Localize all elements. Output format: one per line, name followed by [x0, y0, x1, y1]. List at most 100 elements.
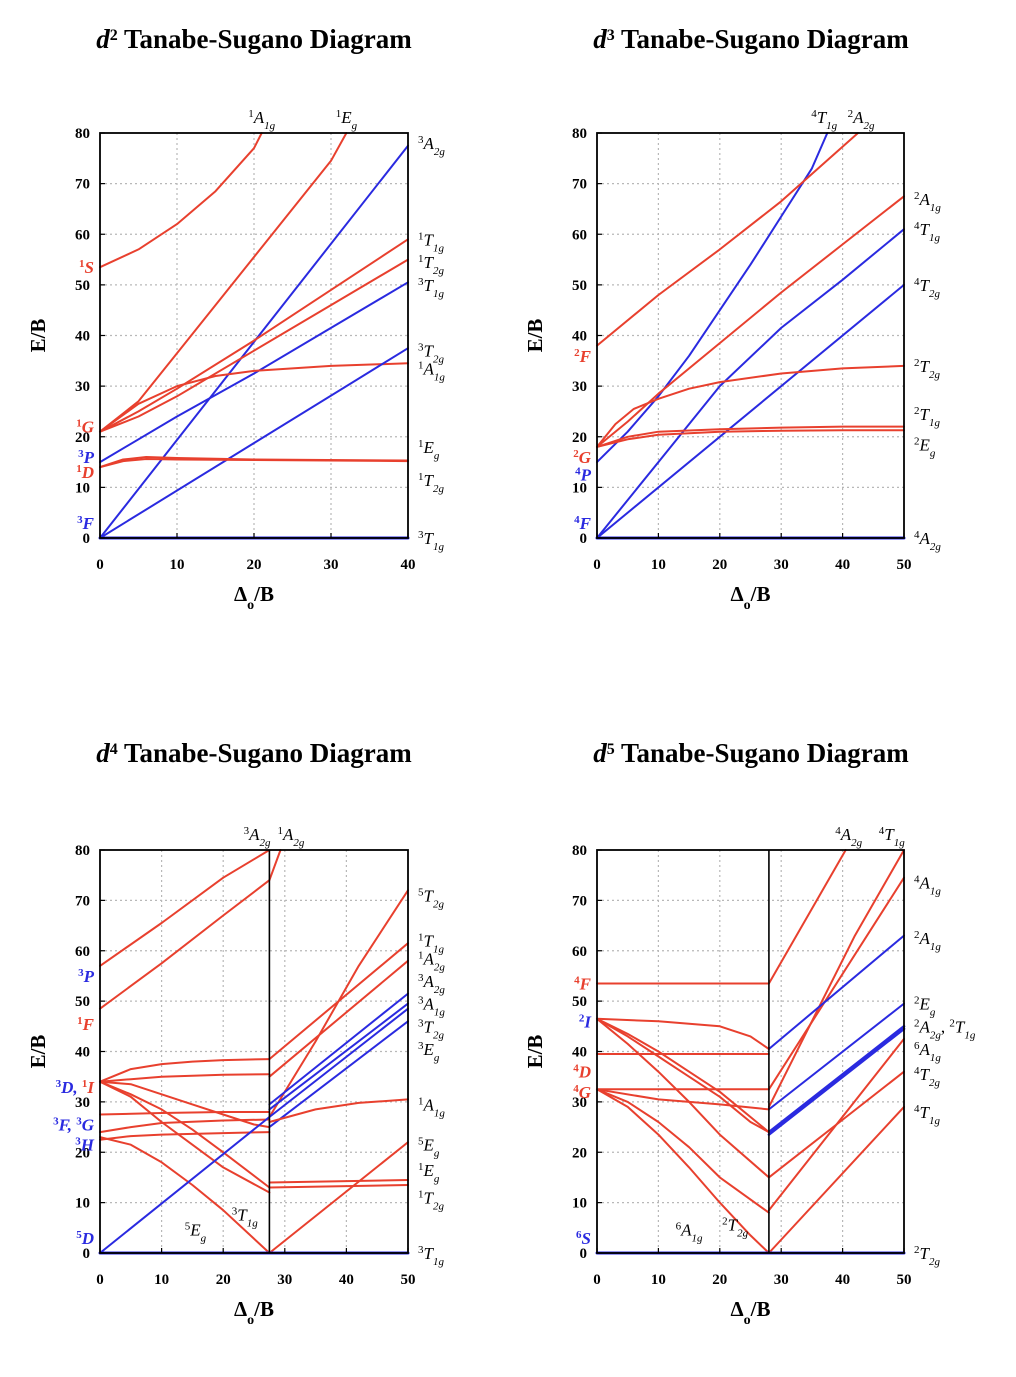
top-state-term-label: 4T1g	[879, 825, 905, 849]
y-axis-label: E/B	[523, 1035, 547, 1069]
state-term-label: 2T2g	[914, 357, 940, 381]
chart-d3: d3 Tanabe-Sugano Diagram 0 10 20 30 40 50 0 10 20…	[523, 24, 941, 613]
free-ion-term-label: 6S	[576, 1229, 591, 1248]
free-ion-term-label: 3F	[77, 514, 95, 533]
series-1T2g	[99, 258, 409, 433]
series-2A2g	[596, 132, 859, 347]
free-ion-term-label: 2G	[573, 448, 592, 467]
series-1A2g	[268, 959, 409, 1078]
y-tick-label: 10	[75, 1196, 90, 1212]
series-5Eg	[268, 1141, 409, 1254]
y-tick-label: 80	[75, 843, 90, 859]
state-term-label: 2Eg	[914, 435, 936, 459]
free-ion-term-label: 3F, 3G	[53, 1116, 95, 1135]
free-ion-term-label: 3D, 1I	[56, 1078, 96, 1097]
free-ion-term-label: 3P	[78, 448, 95, 467]
state-term-label: 4A2g	[914, 529, 941, 553]
y-tick-label: 70	[75, 177, 90, 193]
x-axis-label: Δo/B	[234, 1297, 274, 1328]
series-lhs9	[99, 1080, 271, 1194]
series-4T1g(top)	[767, 849, 905, 1108]
series-4A1g	[767, 876, 905, 1091]
x-tick-label: 0	[593, 557, 601, 573]
x-tick-label: 20	[247, 557, 262, 573]
y-tick-label: 60	[75, 944, 90, 960]
ground-state-term-label: 5Eg	[185, 1220, 207, 1244]
y-tick-label: 30	[572, 379, 587, 395]
y-tick-label: 0	[580, 1246, 588, 1262]
y-tick-label: 70	[572, 893, 587, 909]
series-3T1g	[99, 281, 409, 464]
top-state-term-label: 3A2g	[244, 825, 271, 849]
series-3T1g(diag)	[99, 1116, 271, 1254]
series-3T2g	[99, 347, 409, 539]
x-tick-label: 20	[712, 1272, 727, 1288]
series-1A1g	[268, 1098, 409, 1123]
y-tick-label: 50	[572, 994, 587, 1010]
series-3A1g	[268, 1002, 409, 1111]
top-state-term-label: 4T1g	[811, 108, 837, 132]
x-tick-label: 40	[339, 1272, 354, 1288]
x-tick-label: 10	[170, 557, 185, 573]
series-1A2g(top)	[99, 849, 282, 1010]
state-term-label: 4T2g	[914, 1065, 940, 1089]
series-4Eg	[767, 1105, 905, 1254]
x-tick-label: 10	[651, 1272, 666, 1288]
y-tick-label: 20	[75, 430, 90, 446]
free-ion-term-label: 3H	[75, 1136, 95, 1155]
y-tick-label: 40	[572, 1045, 587, 1061]
y-tick-label: 30	[75, 1095, 90, 1111]
y-tick-label: 0	[83, 531, 91, 547]
free-ion-term-label: 5D	[76, 1229, 94, 1248]
y-tick-label: 50	[75, 278, 90, 294]
y-tick-label: 70	[75, 893, 90, 909]
state-term-label: 1T1g	[418, 230, 444, 254]
state-term-label: 5T2g	[418, 886, 444, 910]
chart-title: d5 Tanabe-Sugano Diagram	[593, 738, 909, 768]
x-axis-label: Δo/B	[234, 582, 274, 613]
free-ion-term-label: 4P	[575, 466, 592, 485]
state-term-label: 4A1g	[914, 874, 941, 898]
state-term-label: 3T1g	[418, 1244, 444, 1268]
top-state-term-label: 1Eg	[336, 108, 358, 132]
y-tick-label: 40	[75, 329, 90, 345]
series-lhs7	[99, 1131, 271, 1141]
series-3Eg	[268, 1020, 409, 1129]
x-axis-label: Δo/B	[730, 582, 770, 613]
y-tick-label: 80	[75, 126, 90, 142]
state-term-label: 3A2g	[418, 134, 445, 158]
y-tick-label: 30	[572, 1095, 587, 1111]
free-ion-term-label: 1G	[76, 418, 95, 437]
y-tick-label: 40	[572, 329, 587, 345]
series-lhs1	[99, 1058, 271, 1083]
x-tick-label: 50	[897, 557, 912, 573]
state-term-label: 4T1g	[914, 220, 940, 244]
y-tick-label: 10	[572, 480, 587, 496]
series-lhs-I1	[596, 1017, 770, 1050]
state-term-label: 1T2g	[418, 1189, 444, 1213]
x-tick-label: 30	[277, 1272, 292, 1288]
series-4T1g	[767, 1070, 905, 1179]
free-ion-term-label: 1F	[77, 1015, 95, 1034]
series-1T2g	[268, 1184, 409, 1189]
state-term-label: 3T2g	[418, 342, 444, 366]
y-tick-label: 80	[572, 843, 587, 859]
state-term-label: 1Eg	[418, 438, 440, 462]
series-lhs-I2	[596, 1017, 770, 1134]
x-tick-label: 40	[401, 557, 416, 573]
free-ion-term-label: 2I	[579, 1012, 593, 1031]
series-1A1g	[99, 132, 263, 269]
series-lhs-G3	[596, 1088, 770, 1254]
state-term-label: 2A2g, 2T1g	[914, 1017, 976, 1041]
ground-state-term-label: 6A1g	[676, 1220, 703, 1244]
y-tick-label: 60	[572, 227, 587, 243]
state-term-label: 1A1g	[418, 1095, 445, 1119]
y-tick-label: 20	[572, 1145, 587, 1161]
state-term-label: 2T1g	[914, 405, 940, 429]
chart-d5: d5 Tanabe-Sugano Diagram 0 10 20 30 40 50 0 10 20…	[523, 738, 976, 1328]
series-lhs-G2	[596, 1088, 770, 1214]
ground-state-term-label: 2T2g	[722, 1215, 748, 1239]
state-term-label: 1T2g	[418, 253, 444, 277]
